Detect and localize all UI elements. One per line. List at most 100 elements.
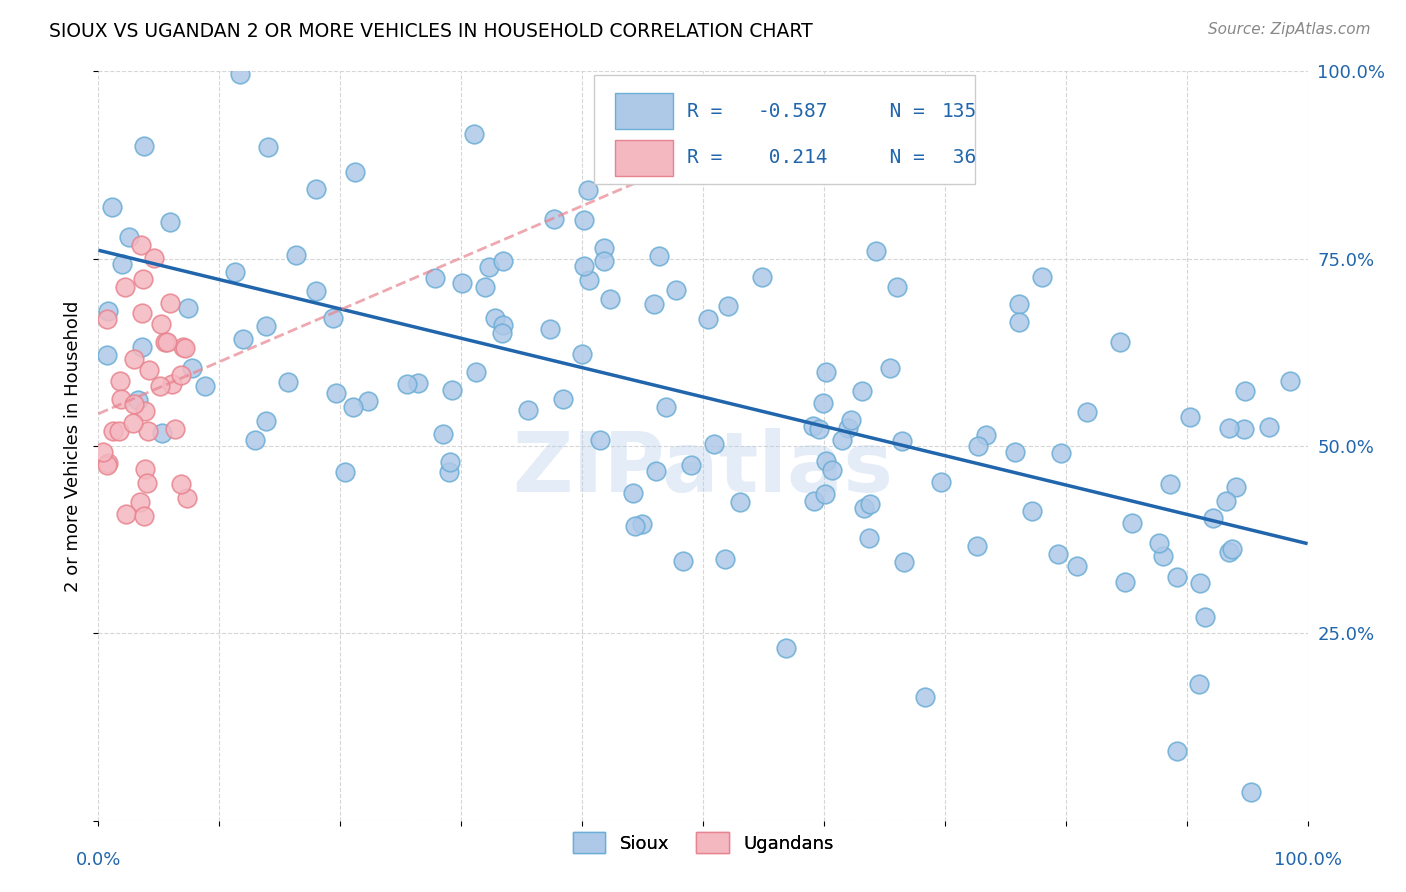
- Point: [134, 508, 156, 523]
- Point: [1220, 542, 1243, 557]
- Point: [858, 531, 880, 545]
- Point: [176, 301, 198, 315]
- Point: [111, 257, 134, 271]
- Point: [574, 213, 596, 227]
- Point: [631, 517, 654, 532]
- Text: 135: 135: [941, 102, 976, 120]
- Point: [624, 519, 647, 533]
- Point: [966, 539, 988, 553]
- Point: [538, 322, 561, 336]
- Point: [576, 183, 599, 197]
- Point: [1076, 405, 1098, 419]
- Point: [681, 458, 703, 472]
- Point: [1225, 480, 1247, 494]
- Point: [1147, 536, 1170, 550]
- Point: [553, 392, 575, 407]
- Point: [1031, 269, 1053, 284]
- Text: SIOUX VS UGANDAN 2 OR MORE VEHICLES IN HOUSEHOLD CORRELATION CHART: SIOUX VS UGANDAN 2 OR MORE VEHICLES IN H…: [49, 22, 813, 41]
- Point: [136, 475, 159, 490]
- Point: [811, 396, 834, 410]
- Point: [803, 494, 825, 508]
- Point: [814, 454, 837, 468]
- Text: R =: R =: [688, 148, 734, 168]
- Point: [1233, 422, 1256, 436]
- Text: 0.214: 0.214: [758, 148, 828, 168]
- Point: [128, 495, 150, 509]
- Point: [254, 414, 277, 428]
- Point: [439, 466, 461, 480]
- Point: [174, 29, 197, 43]
- Point: [335, 465, 357, 479]
- Point: [172, 340, 194, 354]
- Point: [127, 392, 149, 407]
- Point: [648, 249, 671, 263]
- Point: [599, 292, 621, 306]
- Point: [1189, 576, 1212, 591]
- Point: [1047, 547, 1070, 561]
- Text: 36: 36: [941, 148, 976, 168]
- Point: [859, 498, 882, 512]
- Point: [929, 475, 952, 489]
- Point: [224, 265, 246, 279]
- Point: [118, 229, 141, 244]
- Point: [1066, 559, 1088, 574]
- Point: [100, 200, 122, 214]
- Point: [97, 304, 120, 318]
- Point: [893, 555, 915, 569]
- Point: [110, 392, 132, 406]
- Point: [1159, 477, 1181, 491]
- Point: [474, 280, 496, 294]
- Point: [91, 445, 114, 459]
- Point: [342, 400, 364, 414]
- Point: [101, 425, 124, 439]
- Point: [108, 374, 131, 388]
- Point: [696, 312, 718, 326]
- Point: [751, 270, 773, 285]
- Point: [1109, 334, 1132, 349]
- FancyBboxPatch shape: [595, 75, 976, 184]
- Point: [914, 690, 936, 704]
- Point: [621, 486, 644, 500]
- Point: [134, 462, 156, 476]
- Point: [1166, 569, 1188, 583]
- Point: [254, 319, 277, 334]
- Text: ZIPatlas: ZIPatlas: [513, 428, 893, 509]
- Point: [801, 418, 824, 433]
- Bar: [614, 140, 673, 176]
- Point: [423, 270, 446, 285]
- Point: [284, 248, 307, 262]
- Point: [592, 241, 614, 255]
- Point: [451, 276, 474, 290]
- Bar: [614, 94, 673, 129]
- Point: [852, 501, 875, 516]
- Point: [851, 384, 873, 398]
- Point: [122, 397, 145, 411]
- Point: [131, 306, 153, 320]
- Point: [170, 477, 193, 491]
- Text: N =: N =: [866, 102, 936, 120]
- Point: [703, 437, 725, 451]
- Y-axis label: 2 or more Vehicles in Household: 2 or more Vehicles in Household: [65, 301, 83, 591]
- Point: [159, 215, 181, 229]
- Point: [1218, 545, 1240, 559]
- Point: [654, 400, 676, 414]
- Point: [1278, 374, 1301, 388]
- Point: [865, 244, 887, 258]
- Point: [163, 421, 186, 435]
- Point: [463, 127, 485, 141]
- Legend: Sioux, Ugandans: Sioux, Ugandans: [565, 825, 841, 860]
- Point: [173, 341, 195, 355]
- Point: [142, 252, 165, 266]
- Point: [277, 375, 299, 389]
- Point: [1114, 575, 1136, 590]
- Point: [492, 253, 515, 268]
- Point: [322, 310, 344, 325]
- Point: [1194, 610, 1216, 624]
- Point: [1233, 384, 1256, 399]
- Point: [665, 283, 688, 297]
- Point: [395, 377, 418, 392]
- Point: [807, 422, 830, 436]
- Text: N =: N =: [866, 148, 936, 168]
- Point: [572, 259, 595, 273]
- Point: [134, 404, 156, 418]
